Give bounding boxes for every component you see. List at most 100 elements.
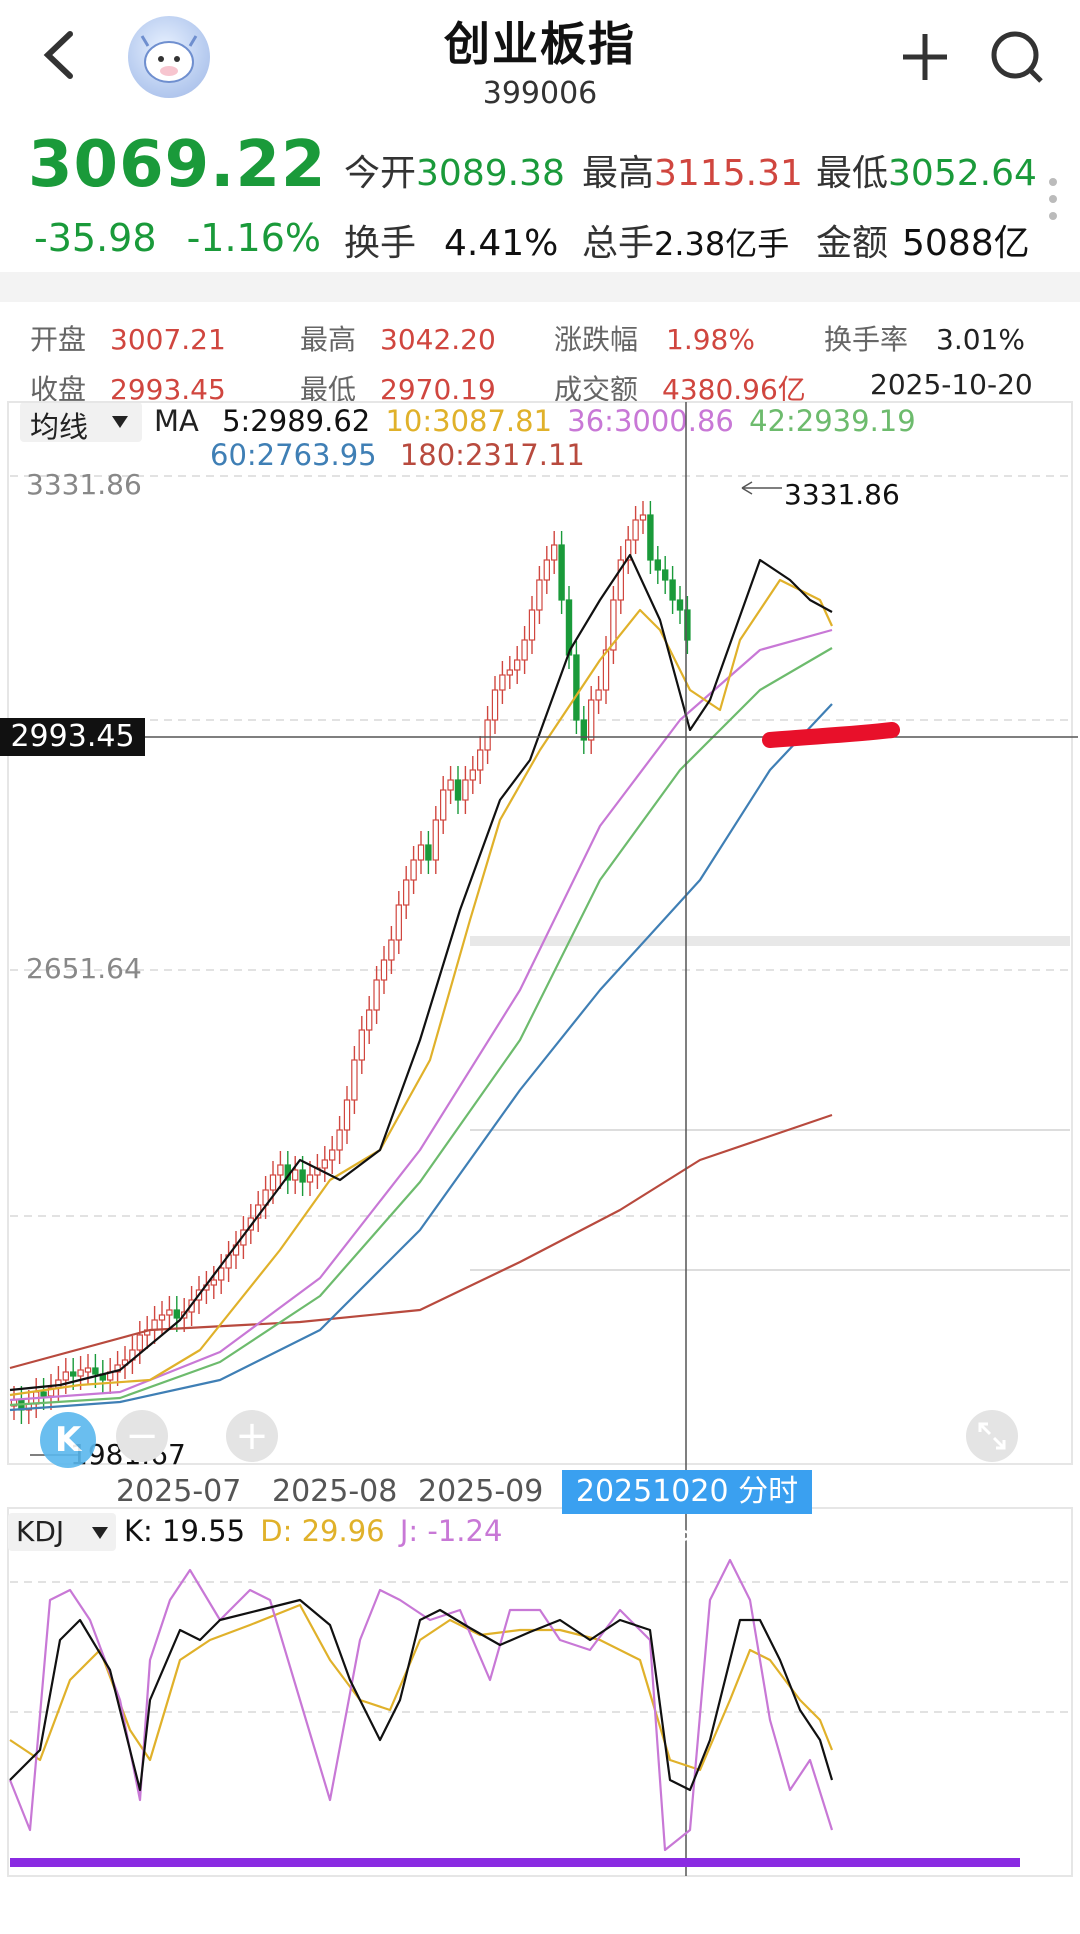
candle-body [447,779,454,791]
bar-close: 收盘 2993.45 [30,368,226,408]
y-axis-mid-label: 2651.64 [26,952,142,985]
bar-amount-value: 4380.96亿 [662,373,806,406]
bar-amount-label: 成交额 [554,373,639,406]
candle-body [632,519,639,541]
candle-body [454,779,462,801]
candle-body [587,699,595,741]
open-label: 今开 [344,153,417,194]
stock-code: 399006 [482,76,598,111]
ma-legend-row1: MA 5:2989.62 10:3087.81 36:3000.86 42:29… [154,404,916,438]
candle-body [602,649,610,691]
kdj-j-value: J: -1.24 [399,1514,503,1548]
candle-body [329,1149,336,1161]
bar-turnover-label: 换手率 [824,323,909,356]
bar-high-value: 3042.20 [380,323,496,356]
candle-body [639,514,647,521]
candle-body [218,1267,225,1281]
candle-body [373,979,380,1011]
minus-icon: − [125,1413,159,1459]
ma5-value: 5:2989.62 [222,404,371,438]
amount-value: 5088亿 [902,223,1030,264]
cow-mascot-icon [140,35,198,83]
candle-body [380,959,388,981]
candle-body [573,654,580,721]
avatar[interactable] [128,16,210,98]
search-icon[interactable] [985,22,1051,92]
candle-body [151,1319,158,1331]
candle-body [624,539,632,561]
amount: 金额 5088亿 [816,214,1030,266]
candle-body [40,1391,47,1397]
candle-body [69,1371,77,1377]
max-price-marker: 3331.86 [784,478,900,511]
candle-body [351,1059,358,1101]
date-label-sep: 2025-09 [418,1474,544,1509]
candle-body [366,1009,373,1031]
crosshair-price-tag: 2993.45 [0,718,145,756]
volume-value: 2.38亿手 [654,225,790,263]
max-marker-arrowhead [741,481,753,495]
dropdown-arrow-icon [92,1527,108,1539]
candle-body [432,819,440,861]
date-label-jul: 2025-07 [116,1474,242,1509]
bar-date: 2025-10-20 [870,368,1033,401]
ma42-value: 42:2939.19 [749,404,916,438]
bar-close-label: 收盘 [30,373,87,406]
candle-body [550,544,558,561]
current-price: 3069.22 [28,128,327,202]
page-title: 创业板指 [444,17,636,71]
candle-body [277,1164,284,1176]
kdj-legend: K: 19.55 D: 29.96 J: -1.24 [124,1514,502,1548]
bar-high: 最高 3042.20 [300,318,496,358]
candle-body [617,559,625,601]
fullscreen-button[interactable] [966,1410,1018,1462]
kdj-k-line [9,1598,834,1792]
candle-body [136,1334,143,1351]
change-value: -35.98 [34,216,157,260]
candle-body [499,674,506,691]
candle-body [358,1029,366,1061]
more-dots-icon[interactable] [1047,176,1059,222]
low-today: 最低3052.64 [816,144,1037,196]
candle-body [321,1159,329,1169]
ma-selector-label: 均线 [30,410,89,444]
plus-small-icon: + [235,1413,269,1459]
chart-separator-band [470,936,1070,946]
candle-body [62,1371,70,1381]
ma180-line [9,1113,833,1370]
turnover-label: 换手 [344,223,417,264]
back-icon[interactable] [28,20,88,90]
candle-body [425,844,432,861]
candle-body [403,879,410,906]
intraday-button[interactable]: 20251020 分时 > [562,1470,812,1553]
candle-body [647,514,654,561]
low-value: 3052.64 [888,153,1037,194]
ma10-line [9,578,833,1397]
low-label: 最低 [816,153,889,194]
red-highlight-stroke [762,722,900,748]
ma-selector[interactable]: 均线 [20,402,142,444]
bar-open: 开盘 3007.21 [30,318,226,358]
candle-body [580,719,588,741]
candle-body [558,544,565,601]
bar-low-label: 最低 [300,373,357,406]
k-line-badge[interactable]: K [40,1412,96,1468]
candle-body [676,599,684,611]
zoom-out-button[interactable]: − [116,1410,168,1462]
kdj-d-value: D: 29.96 [260,1514,385,1548]
candle-body [84,1367,92,1373]
candle-body [521,639,528,661]
plus-icon[interactable] [895,22,955,92]
ma60-value: 60:2763.95 [210,438,377,472]
kdj-selector[interactable]: KDJ [8,1513,116,1551]
high-today: 最高3115.31 [582,144,803,196]
price-change: -35.98 -1.16% [34,216,321,260]
y-axis-top-label: 3331.86 [26,468,142,501]
bar-high-label: 最高 [300,323,357,356]
candle-body [269,1174,277,1191]
candle-body [343,1099,351,1131]
candle-body [661,569,669,581]
zoom-in-button[interactable]: + [226,1410,278,1462]
bar-amount: 成交额 4380.96亿 [554,368,806,408]
